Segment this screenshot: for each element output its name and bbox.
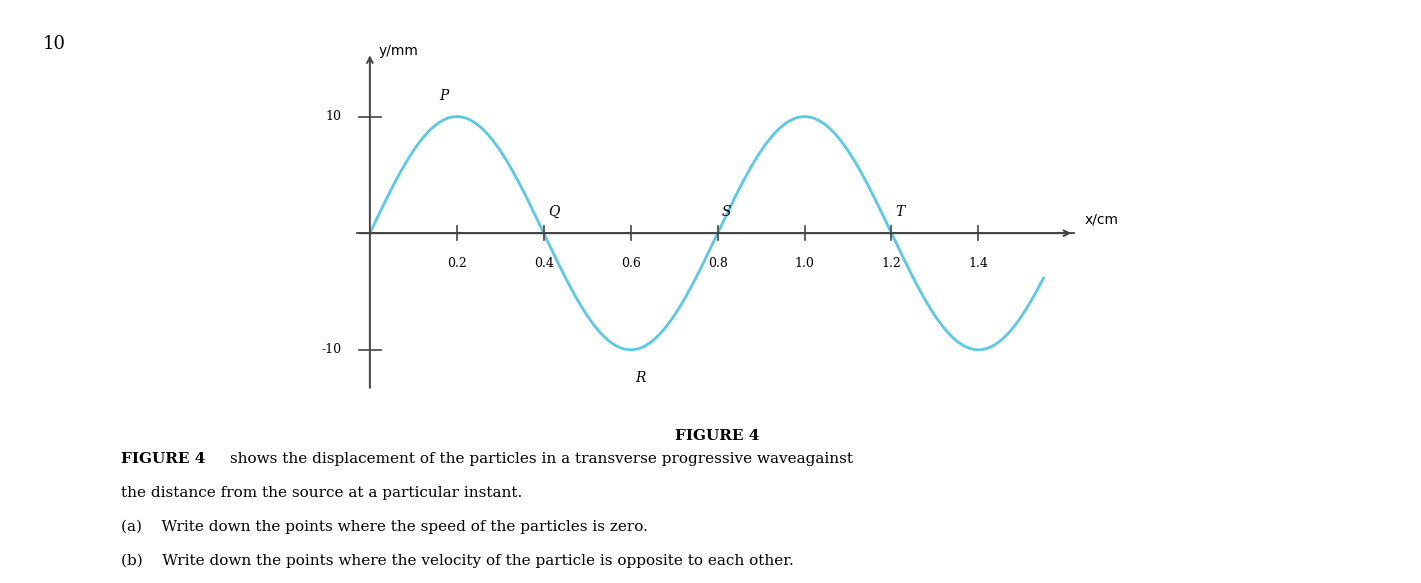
- Text: T: T: [895, 205, 905, 219]
- Text: Q: Q: [549, 205, 560, 219]
- Text: shows the displacement of the particles in a transverse progressive waveagainst: shows the displacement of the particles …: [225, 452, 853, 466]
- Text: R: R: [635, 371, 645, 385]
- Text: 1.4: 1.4: [969, 257, 989, 269]
- Text: P: P: [439, 89, 449, 103]
- Text: S: S: [722, 205, 732, 219]
- Text: FIGURE 4: FIGURE 4: [675, 429, 760, 442]
- Text: the distance from the source at a particular instant.: the distance from the source at a partic…: [121, 486, 522, 500]
- Text: x/cm: x/cm: [1084, 212, 1118, 226]
- Text: FIGURE 4: FIGURE 4: [121, 452, 205, 466]
- Text: 0.2: 0.2: [448, 257, 466, 269]
- Text: 1.0: 1.0: [794, 257, 814, 269]
- Text: 10: 10: [325, 110, 341, 123]
- Text: 0.6: 0.6: [621, 257, 641, 269]
- Text: 10: 10: [43, 35, 65, 53]
- Text: -10: -10: [321, 343, 341, 356]
- Text: (b)    Write down the points where the velocity of the particle is opposite to e: (b) Write down the points where the velo…: [121, 553, 793, 568]
- Text: (a)    Write down the points where the speed of the particles is zero.: (a) Write down the points where the spee…: [121, 519, 648, 534]
- Text: 0.4: 0.4: [534, 257, 554, 269]
- Text: 1.2: 1.2: [881, 257, 901, 269]
- Text: y/mm: y/mm: [378, 44, 418, 58]
- Text: 0.8: 0.8: [708, 257, 728, 269]
